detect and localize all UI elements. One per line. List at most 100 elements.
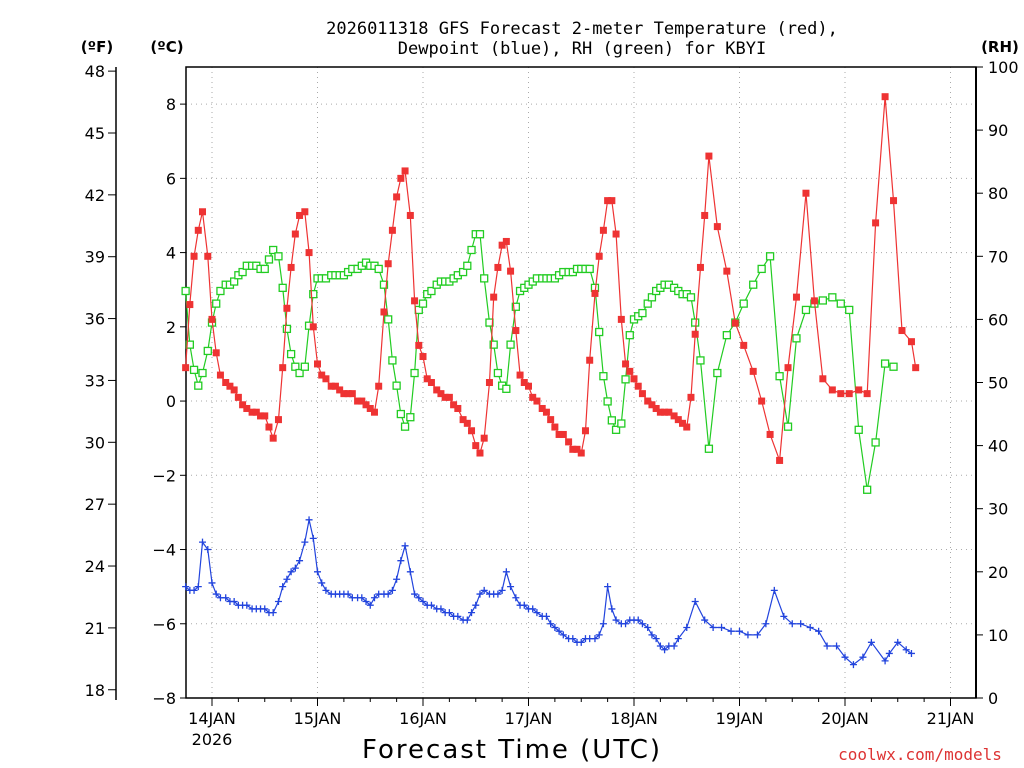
temperature-point [890,197,898,205]
temperature-point [287,263,295,271]
dewpoint-point [445,609,453,617]
celsius-tick-label: 0 [166,392,176,411]
dewpoint-point [841,653,849,661]
dewpoint-point [551,623,559,631]
dewpoint-point [283,575,291,583]
rh-point [599,372,608,381]
temperature-point [538,404,546,412]
dewpoint-point [291,564,299,572]
dewpoint-point [362,597,370,605]
rh-point [603,397,612,406]
rh-point [410,368,419,378]
x-tick-label: 21JAN [927,709,975,728]
temperature-point [370,408,378,416]
temperature-point [599,226,607,234]
celsius-tick-label: 8 [166,95,176,114]
temperature-point [512,327,520,335]
temperature-point [679,419,687,427]
dewpoint-point [230,597,238,605]
temperature-point [595,252,603,260]
temperature-point [340,390,348,398]
temperature-point [529,393,537,401]
rh-point [427,286,436,296]
rh-point [274,252,283,261]
temperature-point [494,263,502,271]
temperature-point [626,367,634,375]
dewpoint-point [222,594,230,602]
dewpoint-point [366,601,374,609]
dewpoint-point [608,605,616,613]
dewpoint-point [415,594,423,602]
dewpoint-point [542,612,550,620]
temperature-point [687,393,695,401]
rh-point [480,274,489,283]
temperature-point [384,260,392,268]
dewpoint-point [736,627,743,635]
temperature-point [617,315,625,323]
rh-tick-label: 20 [988,563,1008,582]
fahrenheit-tick-label: 18 [85,681,105,700]
dewpoint-point [683,623,691,631]
dewpoint-point [591,635,599,643]
dewpoint-point [463,616,471,624]
dewpoint-point [388,586,396,594]
temperature-point [591,289,599,297]
fahrenheit-tick-label: 45 [85,124,105,143]
dewpoint-point [595,631,603,639]
dewpoint-point [670,642,678,650]
temperature-point [696,263,704,271]
dewpoint-point [815,627,823,635]
dewpoint-point [907,649,915,657]
dewpoint-point [533,609,541,617]
dewpoint-point [370,594,378,602]
dewpoint-point [437,605,445,613]
temperature-point [565,438,573,446]
temperature-point [652,404,660,412]
dewpoint-point [701,616,709,624]
rh-point [854,425,863,434]
rh-point [585,264,594,274]
temperature-point [476,449,484,457]
temperature-point [459,416,467,424]
temperature-point [216,371,224,379]
celsius-tick-label: −8 [152,689,176,708]
temperature-point [670,412,678,420]
temperature-point [784,364,792,372]
temperature-point [204,252,212,260]
rh-point [607,416,616,425]
temperature-point [283,304,291,312]
rh-point [818,296,827,305]
rh-point [198,368,207,378]
temperature-point [331,382,339,390]
dewpoint-point [569,635,577,643]
temperature-point [301,208,309,216]
dewpoint-point [512,594,520,602]
x-axis-title: Forecast Time (UTC) [362,735,662,765]
fahrenheit-tick-label: 42 [85,186,105,205]
temperature-point [516,371,524,379]
temperature-point [248,408,256,416]
dewpoint-point [823,642,831,650]
rh-point [617,419,626,428]
dewpoint-point [652,635,660,643]
temperature-point [577,449,585,457]
rh-point [775,372,784,381]
rh-point [212,299,221,308]
temperature-point [274,416,282,424]
rh-point [181,286,190,296]
temperature-point [427,379,435,386]
fahrenheit-tick-label: 48 [85,62,105,81]
temperature-point [454,404,462,412]
dewpoint-point [881,657,889,665]
x-tick-label: 18JAN [610,709,658,728]
dewpoint-point [406,568,414,576]
temperature-point [855,386,863,394]
temperature-point [749,367,757,375]
dewpoint-point [753,631,761,639]
dewpoint-point [780,612,788,620]
dewpoint-point [577,638,585,646]
rh-point [264,255,274,264]
rh-point [189,365,199,375]
axis-ticks: 86420−2−4−6−8484542393633302724211810090… [85,58,1019,728]
dewpoint-point [344,590,352,598]
